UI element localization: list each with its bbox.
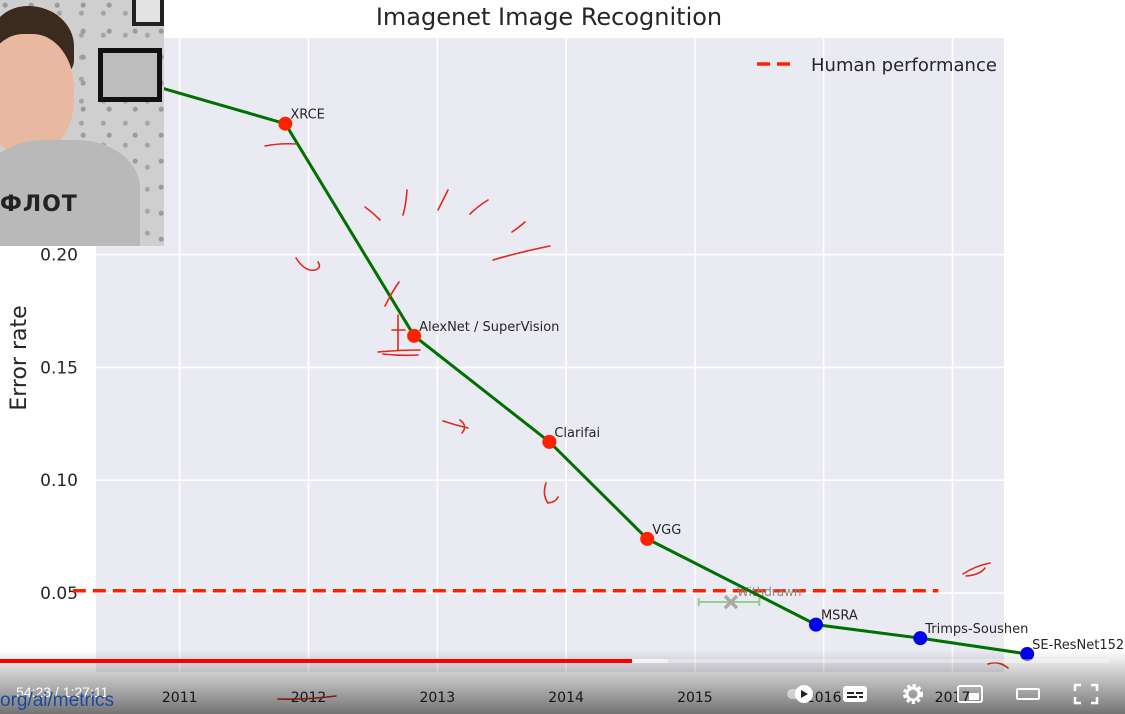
theater-icon: [1016, 688, 1040, 700]
annotation-stroke: [264, 142, 297, 147]
miniplayer-button[interactable]: [955, 680, 985, 708]
shirt-logo: ФЛОТ: [0, 192, 78, 217]
error-rate-series: NEC UIUCXRCEAlexNet / SuperVisionClarifa…: [82, 51, 1125, 661]
subtitles-icon: [843, 686, 867, 702]
progress-played[interactable]: [0, 659, 633, 663]
point-label: Clarifai: [554, 426, 600, 441]
autoplay-toggle[interactable]: [786, 680, 816, 708]
data-point: [640, 531, 655, 546]
legend: Human performance: [757, 55, 997, 76]
data-point: [542, 434, 557, 449]
data-point: [278, 116, 293, 131]
annotation-stroke: [402, 189, 408, 216]
presenter-shirt: [0, 140, 140, 246]
picture-frame: [132, 0, 164, 26]
theater-mode-button[interactable]: [1013, 680, 1043, 708]
y-tick-label: 0.20: [40, 246, 78, 266]
y-axis-label: Error rate: [7, 305, 32, 410]
y-tick-label: 0.05: [40, 584, 78, 604]
series-line: [89, 65, 1028, 656]
y-tick-labels: 0.05 0.10 0.15 0.20: [40, 246, 78, 604]
gear-icon: [903, 684, 923, 704]
withdrawn-marker: Withdrawn: [697, 585, 802, 610]
data-point: [407, 328, 422, 343]
annotation-stroke: [469, 199, 489, 215]
annotation-stroke: [543, 482, 559, 504]
annotation-stroke: [962, 562, 991, 577]
autoplay-icon: [787, 685, 813, 703]
chart-title: Imagenet Image Recognition: [376, 3, 722, 31]
overlay-url: org/ai/metrics: [0, 690, 115, 711]
data-point: [913, 631, 928, 646]
point-label: MSRA: [821, 609, 858, 624]
annotation-stroke: [364, 206, 381, 221]
subtitles-button[interactable]: [840, 680, 870, 708]
time-display: 54:23 / 1:27:11: [16, 684, 109, 700]
time-current: 54:23: [16, 684, 52, 700]
data-point: [808, 617, 823, 632]
grid-lines: [96, 38, 1004, 672]
annotation-stroke: [437, 189, 449, 211]
legend-label: Human performance: [811, 55, 997, 76]
picture-frame: [98, 48, 162, 102]
point-label: VGG: [652, 523, 681, 538]
plot-background: [96, 38, 1004, 672]
annotation-stroke: [442, 419, 469, 434]
point-label: SE-ResNet152 / WMW: [1032, 638, 1125, 653]
annotation-stroke: [492, 245, 551, 261]
point-label: XRCE: [290, 108, 325, 123]
withdrawn-point: [723, 594, 739, 610]
presenter-face: [0, 34, 74, 154]
annotation-stroke: [511, 221, 526, 233]
point-label: Trimps-Soushen: [924, 622, 1028, 637]
miniplayer-icon: [957, 685, 983, 703]
point-label: Withdrawn: [737, 585, 802, 599]
annotation-stroke: [295, 257, 321, 272]
settings-button[interactable]: [898, 680, 928, 708]
webcam-overlay: ФЛОТ: [0, 0, 164, 246]
y-tick-label: 0.10: [40, 471, 78, 491]
fullscreen-icon: [1073, 683, 1099, 705]
time-total: 1:27:11: [62, 684, 109, 700]
annotation-stroke: [377, 314, 421, 357]
annotation-stroke: [384, 281, 400, 307]
point-label: AlexNet / SuperVision: [419, 320, 559, 335]
y-tick-label: 0.15: [40, 358, 78, 378]
fullscreen-button[interactable]: [1071, 680, 1101, 708]
